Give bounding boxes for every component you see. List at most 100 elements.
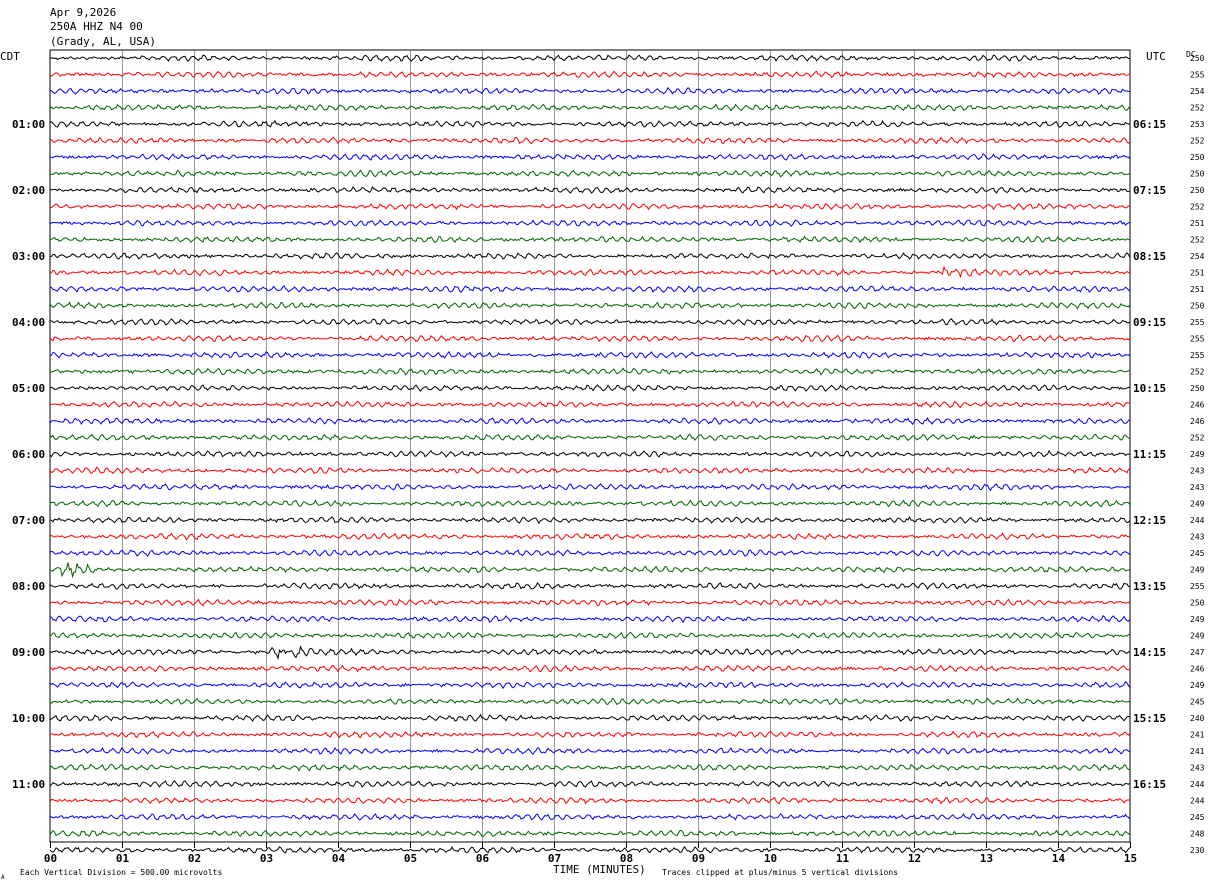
seismic-trace: [49, 252, 1131, 260]
seismic-trace: [49, 614, 1131, 624]
dc-offset-label: 252: [1190, 236, 1205, 245]
dc-offset-label: 252: [1190, 368, 1205, 377]
seismic-trace: [49, 334, 1131, 343]
plot-frame: [49, 49, 1131, 843]
seismic-trace: [49, 713, 1131, 722]
seismic-trace: [49, 829, 1131, 838]
trace-group: [49, 54, 1131, 854]
x-axis-label: TIME (MINUTES): [553, 863, 646, 876]
x-tick-label: 10: [764, 852, 777, 865]
left-hour-label: 11:00: [12, 778, 45, 791]
seismic-trace: [49, 265, 1131, 279]
dc-offset-label: 248: [1190, 830, 1205, 839]
left-hour-label: 01:00: [12, 118, 45, 131]
right-hour-label: 09:15: [1133, 316, 1166, 329]
right-hour-labels: 06:15 07:15 08:15 09:15 10:15 11:15 12:15 13:15…: [1133, 118, 1166, 791]
seismic-trace: [49, 235, 1131, 244]
x-tick-label: 07: [548, 852, 561, 865]
seismic-trace: [49, 70, 1131, 79]
dc-offset-label: 246: [1190, 401, 1205, 410]
dc-offset-label: 251: [1190, 219, 1205, 228]
right-hour-label: 14:15: [1133, 646, 1166, 659]
seismic-trace: [49, 516, 1131, 525]
dc-offset-label: 251: [1190, 269, 1205, 278]
x-tick-label: 09: [692, 852, 705, 865]
x-tick-label: 15: [1124, 852, 1137, 865]
seismic-trace: [49, 664, 1131, 673]
header-date: Apr 9,2026: [50, 6, 116, 19]
seismic-trace: [49, 796, 1130, 805]
seismic-trace: [49, 384, 1131, 393]
right-hour-label: 16:15: [1133, 778, 1166, 791]
seismic-trace: [49, 780, 1131, 788]
dc-offset-label: 255: [1190, 335, 1205, 344]
x-tick-label: 06: [476, 852, 490, 865]
x-tick-label: 05: [404, 852, 417, 865]
dc-offset-label: 250: [1190, 54, 1205, 63]
seismic-trace: [49, 202, 1131, 211]
dc-offset-label: 252: [1190, 203, 1205, 212]
dc-offset-label: 254: [1190, 87, 1205, 96]
dc-offset-label: 250: [1190, 599, 1205, 608]
right-hour-label: 07:15: [1133, 184, 1166, 197]
dc-offset-label: 244: [1190, 797, 1205, 806]
dc-offset-label: 249: [1190, 632, 1205, 641]
right-hour-label: 11:15: [1133, 448, 1166, 461]
seismic-trace: [49, 350, 1131, 359]
dc-offset-labels: 250 255 254 252 253 252 250 250 250 252 251 252 254 2…: [1190, 54, 1205, 855]
dc-offset-label: 255: [1190, 318, 1205, 327]
header-location: (Grady, AL, USA): [50, 35, 156, 48]
right-hour-label: 13:15: [1133, 580, 1166, 593]
left-hour-label: 06:00: [12, 448, 45, 461]
header-station: 250A HHZ N4 00: [50, 20, 143, 33]
right-timezone-label: UTC: [1146, 50, 1166, 63]
seismic-trace: [49, 103, 1131, 112]
seismic-trace: [50, 813, 1131, 821]
seismic-trace: [49, 153, 1131, 161]
left-hour-label: 07:00: [12, 514, 45, 527]
dc-offset-label: 253: [1190, 120, 1205, 129]
dc-offset-label: 241: [1190, 731, 1205, 740]
right-hour-label: 06:15: [1133, 118, 1166, 131]
dc-offset-label: 252: [1190, 434, 1205, 443]
dc-label: DC: [1186, 50, 1196, 59]
dc-offset-label: 250: [1190, 170, 1205, 179]
dc-offset-label: 245: [1190, 813, 1205, 822]
x-tick-label: 04: [332, 852, 346, 865]
seismic-trace: [49, 598, 1131, 607]
dc-offset-label: 250: [1190, 384, 1205, 393]
left-hour-label: 08:00: [12, 580, 45, 593]
dc-offset-label: 250: [1190, 153, 1205, 162]
seismic-trace: [49, 499, 1131, 508]
seismic-trace: [49, 466, 1131, 475]
dc-offset-label: 246: [1190, 417, 1205, 426]
seismic-trace: [49, 136, 1131, 145]
x-tick-label: 00: [44, 852, 57, 865]
seismic-trace: [49, 449, 1131, 458]
dc-offset-label: 250: [1190, 186, 1205, 195]
seismic-trace: [49, 549, 1131, 558]
dc-offset-label: 250: [1190, 302, 1205, 311]
right-hour-label: 12:15: [1133, 514, 1166, 527]
right-hour-label: 15:15: [1133, 712, 1166, 725]
seismic-trace: [49, 532, 1131, 541]
dc-offset-label: 246: [1190, 665, 1205, 674]
seismic-trace: [49, 285, 1131, 294]
seismic-trace: [49, 730, 1131, 739]
left-hour-label: 04:00: [12, 316, 45, 329]
dc-offset-label: 249: [1190, 615, 1205, 624]
seismic-trace: [49, 562, 1131, 579]
x-tick-label: 12: [908, 852, 921, 865]
dc-offset-label: 249: [1190, 566, 1205, 575]
x-tick-label: 03: [260, 852, 273, 865]
x-axis: 00 01 02 03 04 05 06 07 08 09 10 11 12 13 14 15: [44, 842, 1137, 865]
dc-offset-label: 251: [1190, 285, 1205, 294]
left-timezone-label: CDT: [0, 50, 20, 63]
dc-offset-label: 252: [1190, 137, 1205, 146]
left-hour-label: 02:00: [12, 184, 45, 197]
seismic-trace: [49, 301, 1131, 310]
seismic-trace: [49, 433, 1131, 442]
seismic-trace: [49, 186, 1131, 194]
seismic-trace: [49, 417, 1131, 426]
